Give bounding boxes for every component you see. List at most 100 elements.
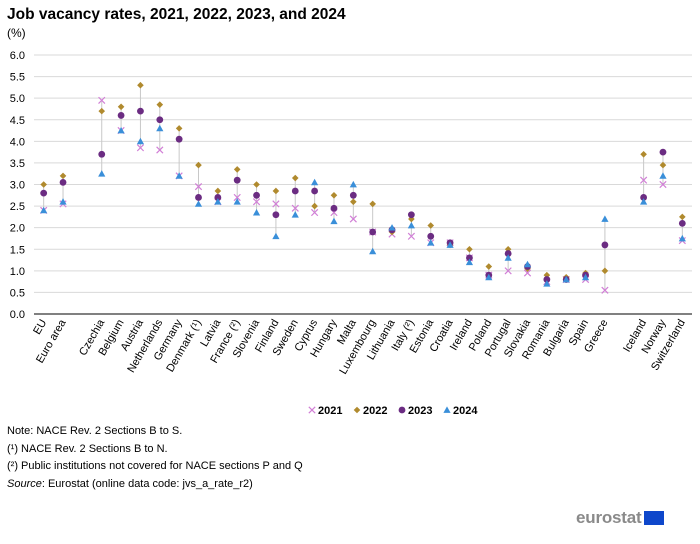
point-2023: [137, 107, 144, 115]
point-2023: [678, 219, 686, 227]
point-2021: [272, 200, 280, 208]
point-2021: [233, 193, 241, 202]
eurostat-logo: eurostat: [576, 508, 665, 528]
point-2022: [369, 200, 376, 208]
point-2021: [523, 269, 532, 277]
point-2023: [272, 211, 280, 219]
note-line-2: (¹) NACE Rev. 2 Sections B to N.: [7, 442, 168, 455]
point-2021: [659, 180, 667, 189]
y-tick-label: 0.0: [10, 309, 25, 321]
point-2024: [678, 234, 686, 242]
data-points: [40, 81, 686, 294]
point-2023: [40, 189, 48, 197]
legend-marker-2023: [398, 406, 406, 414]
legend-label-2024: 2024: [453, 405, 478, 417]
point-2024: [581, 273, 590, 281]
point-2024: [252, 208, 261, 216]
y-tick-label: 1.5: [10, 244, 25, 256]
point-2022: [640, 150, 647, 158]
point-2023: [369, 228, 377, 236]
point-2024: [446, 241, 454, 248]
y-tick-label: 3.5: [10, 158, 25, 170]
point-2023: [175, 135, 183, 143]
point-2024: [465, 258, 474, 266]
legend-marker-2022: [353, 406, 361, 414]
y-tick-label: 3.0: [10, 180, 25, 192]
point-2024: [59, 198, 67, 205]
point-2023: [427, 232, 435, 240]
point-2022: [466, 245, 473, 253]
note-line-1: Note: NACE Rev. 2 Sections B to S.: [7, 425, 183, 437]
point-2023: [601, 241, 609, 249]
point-2023: [543, 276, 551, 283]
point-2024: [601, 215, 609, 222]
point-2024: [40, 206, 48, 214]
point-2022: [291, 174, 299, 182]
legend-marker-2021: [308, 406, 316, 414]
point-2024: [117, 126, 125, 134]
legend-label-2021: 2021: [318, 405, 342, 417]
chart-subtitle: (%): [7, 26, 26, 40]
x-tick-label: EU: [31, 317, 49, 336]
logo-text: eurostat: [576, 508, 642, 527]
point-2021: [194, 183, 203, 191]
point-2022: [330, 191, 338, 199]
point-2022: [427, 222, 435, 229]
eu-flag-icon: [644, 511, 665, 525]
point-2021: [601, 286, 609, 294]
point-2021: [291, 204, 299, 212]
point-2022: [117, 103, 125, 111]
point-2023: [117, 112, 125, 119]
source-label: Source: [7, 477, 42, 490]
point-2024: [233, 198, 241, 205]
point-2023: [349, 191, 357, 199]
point-2023: [291, 187, 299, 195]
point-2024: [291, 211, 299, 218]
y-tick-label: 4.0: [10, 136, 25, 148]
point-2021: [136, 144, 145, 152]
point-2023: [233, 176, 241, 184]
point-2024: [523, 260, 532, 268]
point-2024: [388, 224, 396, 231]
point-2023: [659, 148, 667, 156]
point-2023: [214, 194, 222, 201]
point-2024: [349, 180, 357, 188]
point-2021: [504, 267, 512, 275]
point-2022: [59, 172, 67, 180]
legend-label-2022: 2022: [363, 405, 387, 417]
point-2024: [562, 275, 570, 283]
point-2024: [504, 254, 512, 261]
grid-lines: [34, 54, 692, 315]
y-tick-label: 5.0: [10, 93, 25, 105]
y-tick-label: 6.0: [10, 50, 25, 62]
point-2024: [214, 198, 222, 205]
point-2021: [252, 198, 261, 206]
point-2022: [233, 166, 241, 173]
point-2024: [194, 200, 203, 207]
point-2022: [311, 202, 318, 210]
point-2023: [330, 204, 338, 212]
point-2024: [640, 198, 648, 205]
y-tick-label: 1.0: [10, 266, 25, 278]
point-2022: [98, 107, 106, 115]
point-2023: [640, 194, 648, 201]
y-tick-label: 2.0: [10, 223, 25, 235]
point-2022: [679, 213, 686, 221]
point-2022: [156, 101, 164, 108]
point-2021: [310, 208, 319, 217]
point-2023: [311, 187, 319, 195]
point-2021: [156, 146, 164, 154]
point-2021: [639, 176, 648, 184]
source-text: : Eurostat (online data code: jvs_a_rate…: [41, 477, 253, 490]
point-2022: [408, 215, 415, 223]
legend-label-2023: 2023: [408, 405, 432, 417]
point-2024: [427, 239, 435, 246]
point-2023: [98, 150, 106, 158]
point-2022: [137, 81, 144, 89]
point-2021: [98, 96, 106, 104]
point-2022: [253, 181, 260, 188]
point-2023: [59, 178, 67, 186]
chart-title: Job vacancy rates, 2021, 2022, 2023, and…: [7, 6, 346, 23]
